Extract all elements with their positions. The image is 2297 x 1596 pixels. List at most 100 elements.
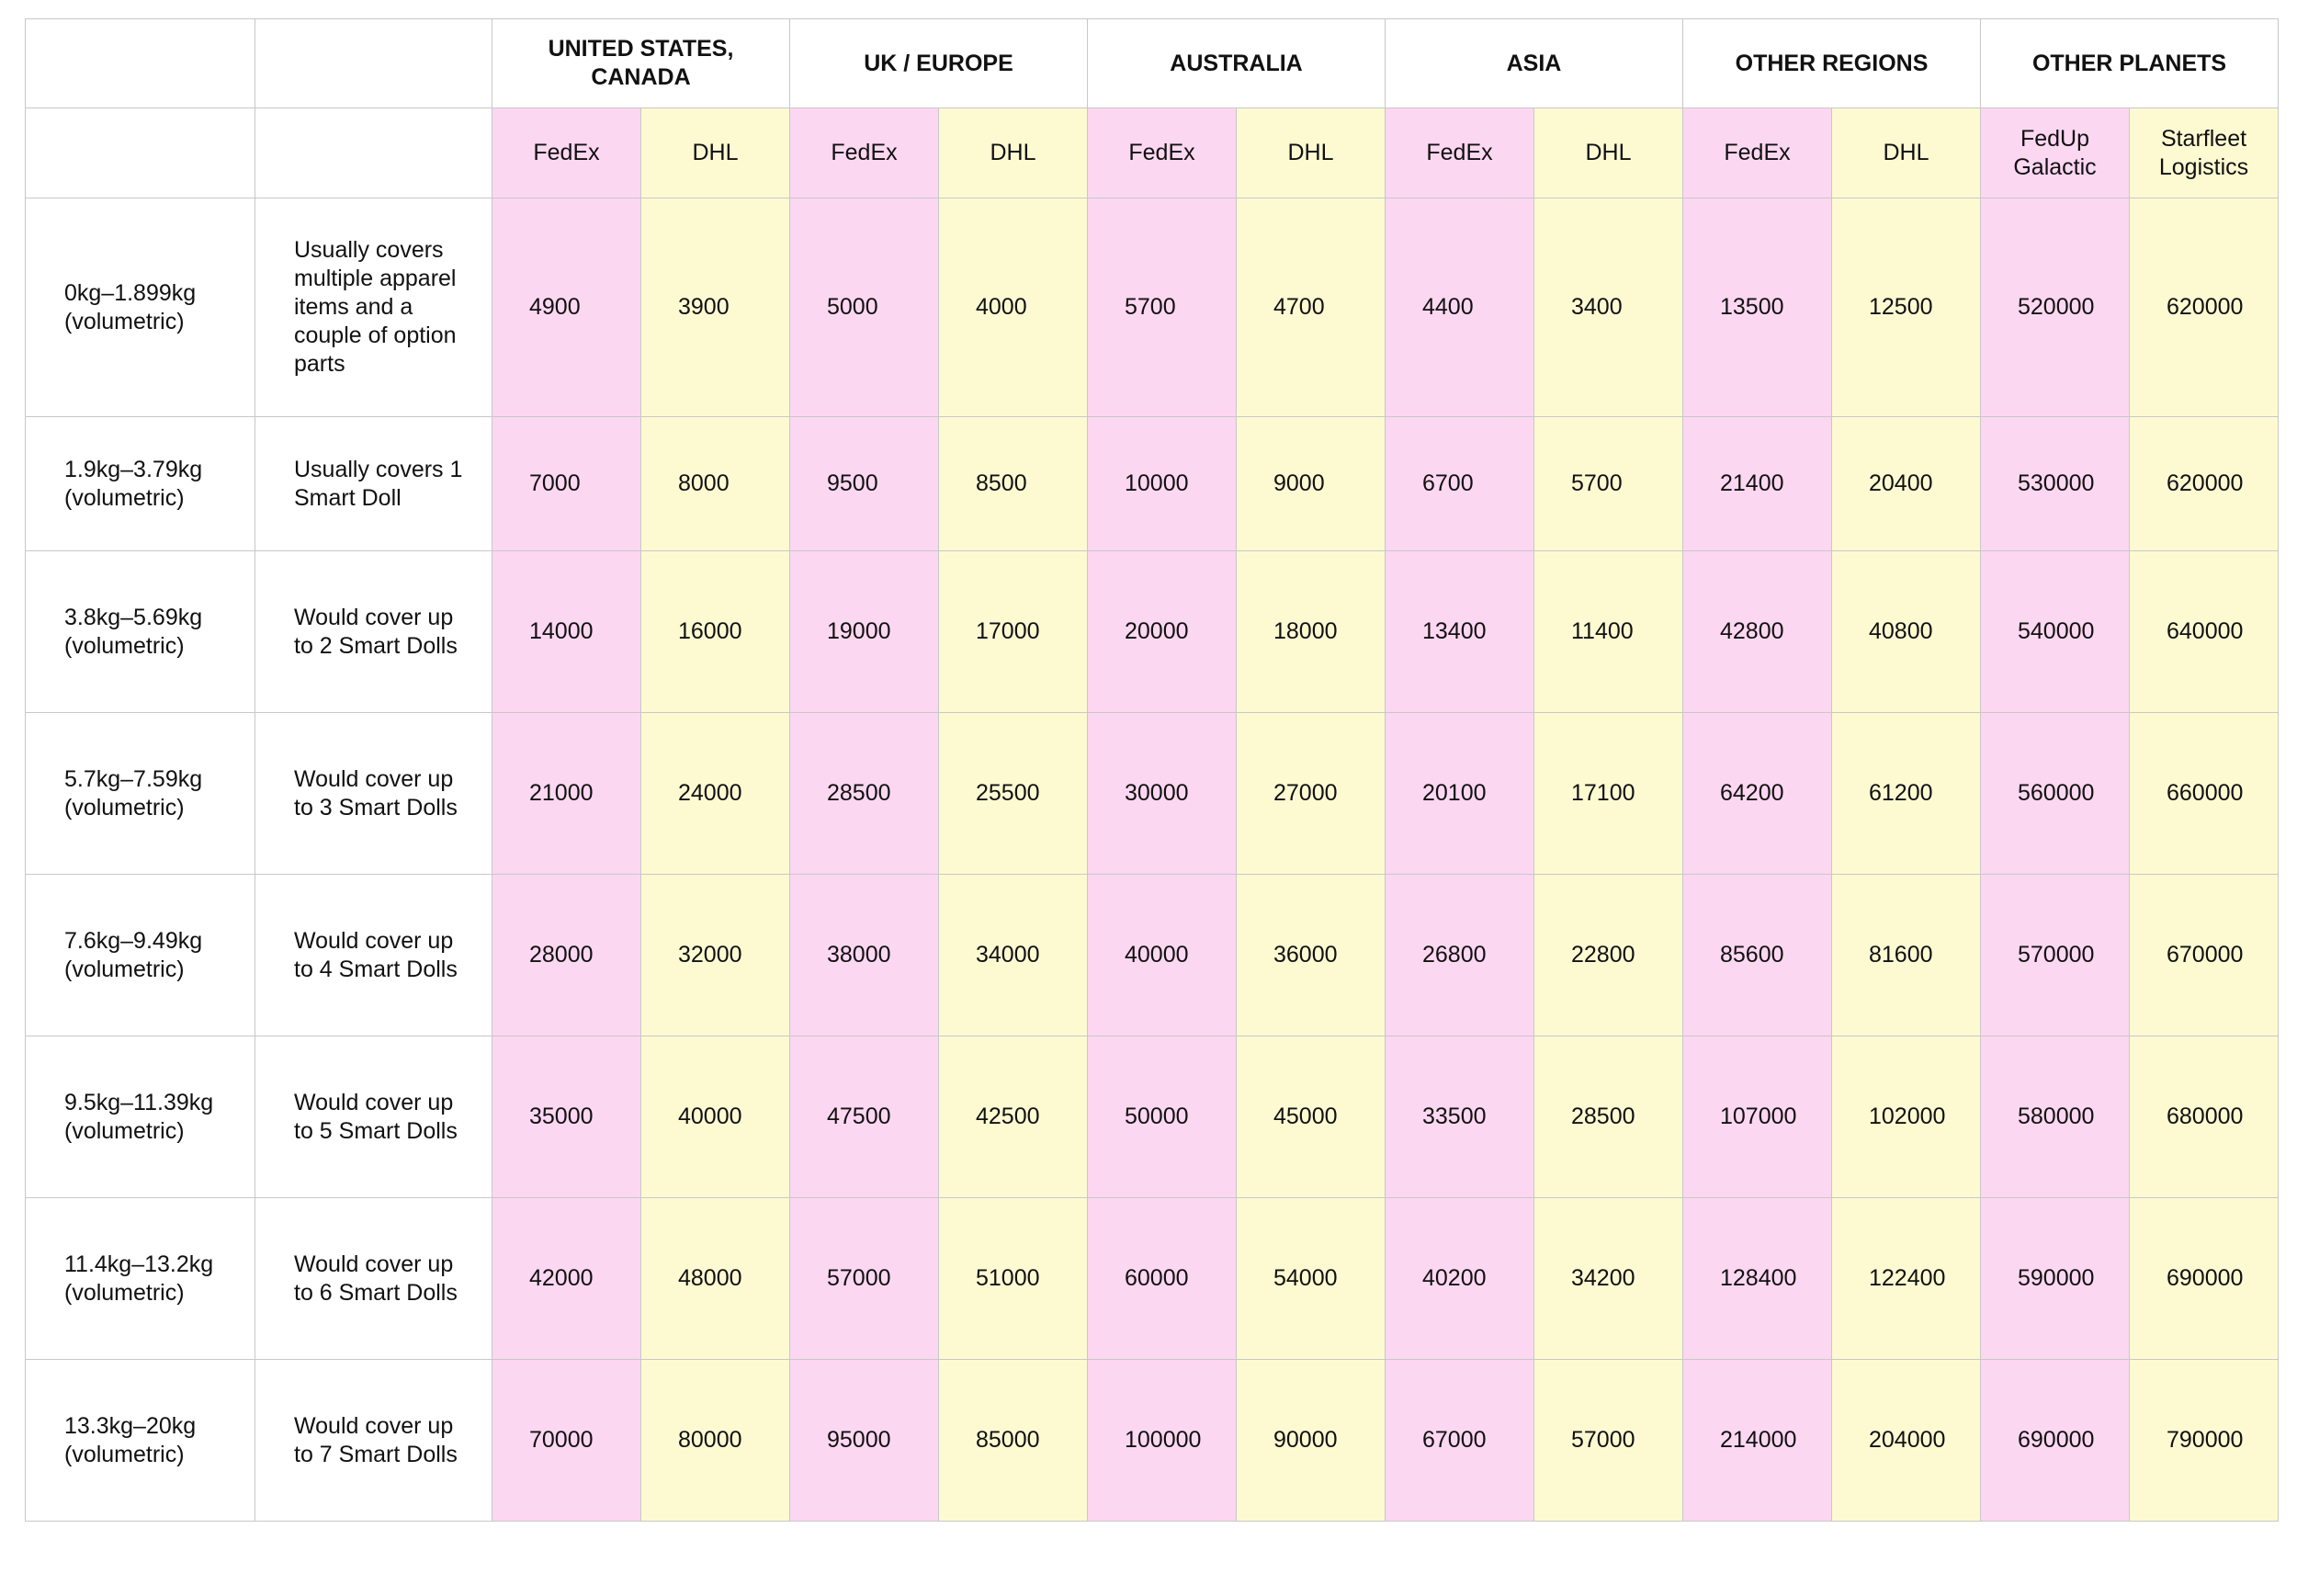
rate-cell: 70000 [492, 1359, 641, 1522]
rate-cell: 102000 [1831, 1036, 1981, 1198]
rate-cell: 540000 [1980, 550, 2130, 713]
rate-cell: 61200 [1831, 712, 1981, 875]
rate-cell: 9500 [789, 416, 939, 551]
region-header: AUSTRALIA [1087, 18, 1386, 108]
weight-range-cell: 3.8kg–5.69kg (volumetric) [25, 550, 255, 713]
description-cell: Would cover up to 3 Smart Dolls [255, 712, 492, 875]
rate-cell: 560000 [1980, 712, 2130, 875]
rate-cell: 22800 [1533, 874, 1683, 1036]
rate-cell: 670000 [2129, 874, 2279, 1036]
rate-cell: 11400 [1533, 550, 1683, 713]
region-header: ASIA [1385, 18, 1683, 108]
rate-cell: 620000 [2129, 416, 2279, 551]
rate-cell: 6700 [1385, 416, 1534, 551]
region-label: ASIA [1506, 50, 1562, 76]
rate-cell: 40000 [640, 1036, 790, 1198]
rate-cell: 33500 [1385, 1036, 1534, 1198]
table-row: 13.3kg–20kg (volumetric) Would cover up t… [25, 1359, 2279, 1522]
rate-cell: 27000 [1236, 712, 1386, 875]
rate-cell: 10000 [1087, 416, 1237, 551]
rate-cell: 690000 [2129, 1197, 2279, 1360]
rate-cell: 20400 [1831, 416, 1981, 551]
rate-cell: 7000 [492, 416, 641, 551]
rate-cell: 54000 [1236, 1197, 1386, 1360]
description-cell: Would cover up to 7 Smart Dolls [255, 1359, 492, 1522]
table-row: 0kg–1.899kg (volumetric) Usually covers m… [25, 198, 2279, 417]
table-row: 9.5kg–11.39kg (volumetric) Would cover up… [25, 1036, 2279, 1198]
rate-cell: 64200 [1682, 712, 1832, 875]
rate-cell: 21400 [1682, 416, 1832, 551]
rate-cell: 57000 [789, 1197, 939, 1360]
carrier-header: FedUp Galactic [1980, 108, 2130, 198]
rate-cell: 28500 [1533, 1036, 1683, 1198]
region-label: OTHER PLANETS [2031, 50, 2227, 76]
rate-cell: 28500 [789, 712, 939, 875]
rate-cell: 81600 [1831, 874, 1981, 1036]
rate-cell: 80000 [640, 1359, 790, 1522]
carrier-header: DHL [938, 108, 1088, 198]
rate-cell: 50000 [1087, 1036, 1237, 1198]
rate-cell: 3400 [1533, 198, 1683, 417]
weight-range-cell: 7.6kg–9.49kg (volumetric) [25, 874, 255, 1036]
rate-cell: 32000 [640, 874, 790, 1036]
rate-cell: 204000 [1831, 1359, 1981, 1522]
rate-cell: 47500 [789, 1036, 939, 1198]
table-row: 7.6kg–9.49kg (volumetric) Would cover up … [25, 874, 2279, 1036]
rate-cell: 13400 [1385, 550, 1534, 713]
rate-cell: 42000 [492, 1197, 641, 1360]
rate-cell: 690000 [1980, 1359, 2130, 1522]
rate-cell: 35000 [492, 1036, 641, 1198]
rate-cell: 42500 [938, 1036, 1088, 1198]
description-cell: Would cover up to 2 Smart Dolls [255, 550, 492, 713]
carrier-header: Starfleet Logistics [2129, 108, 2279, 198]
region-label: AUSTRALIA [1170, 50, 1303, 76]
rate-cell: 14000 [492, 550, 641, 713]
rate-cell: 30000 [1087, 712, 1237, 875]
rate-cell: 5000 [789, 198, 939, 417]
table-row: 3.8kg–5.69kg (volumetric) Would cover up … [25, 550, 2279, 713]
rate-cell: 122400 [1831, 1197, 1981, 1360]
weight-range-cell: 11.4kg–13.2kg (volumetric) [25, 1197, 255, 1360]
corner-cell [25, 18, 255, 108]
corner-cell [255, 18, 492, 108]
rate-cell: 38000 [789, 874, 939, 1036]
rate-cell: 34200 [1533, 1197, 1683, 1360]
rate-cell: 5700 [1533, 416, 1683, 551]
rate-cell: 3900 [640, 198, 790, 417]
rate-cell: 51000 [938, 1197, 1088, 1360]
region-header: OTHER PLANETS [1980, 18, 2279, 108]
shipping-rates-table: UNITED STATES, CANADA UK / EUROPE AUSTRA… [25, 18, 2279, 1522]
rate-cell: 28000 [492, 874, 641, 1036]
region-header: OTHER REGIONS [1682, 18, 1981, 108]
rate-cell: 8000 [640, 416, 790, 551]
rate-cell: 530000 [1980, 416, 2130, 551]
rate-cell: 580000 [1980, 1036, 2130, 1198]
rate-cell: 570000 [1980, 874, 2130, 1036]
weight-range-cell: 1.9kg–3.79kg (volumetric) [25, 416, 255, 551]
rate-cell: 19000 [789, 550, 939, 713]
rate-cell: 90000 [1236, 1359, 1386, 1522]
carrier-header: FedEx [1087, 108, 1237, 198]
blank-cell [255, 108, 492, 198]
rate-cell: 107000 [1682, 1036, 1832, 1198]
rate-cell: 21000 [492, 712, 641, 875]
table-row: 5.7kg–7.59kg (volumetric) Would cover up … [25, 712, 2279, 875]
rate-cell: 67000 [1385, 1359, 1534, 1522]
rate-cell: 4700 [1236, 198, 1386, 417]
rate-cell: 45000 [1236, 1036, 1386, 1198]
weight-range-cell: 9.5kg–11.39kg (volumetric) [25, 1036, 255, 1198]
rate-cell: 20100 [1385, 712, 1534, 875]
rate-cell: 620000 [2129, 198, 2279, 417]
rate-cell: 60000 [1087, 1197, 1237, 1360]
rate-cell: 17000 [938, 550, 1088, 713]
table-row: 11.4kg–13.2kg (volumetric) Would cover up… [25, 1197, 2279, 1360]
rate-cell: 85000 [938, 1359, 1088, 1522]
rate-cell: 4900 [492, 198, 641, 417]
rate-cell: 36000 [1236, 874, 1386, 1036]
rate-cell: 13500 [1682, 198, 1832, 417]
rate-cell: 214000 [1682, 1359, 1832, 1522]
rate-cell: 24000 [640, 712, 790, 875]
rate-cell: 48000 [640, 1197, 790, 1360]
description-cell: Would cover up to 6 Smart Dolls [255, 1197, 492, 1360]
rate-cell: 40000 [1087, 874, 1237, 1036]
